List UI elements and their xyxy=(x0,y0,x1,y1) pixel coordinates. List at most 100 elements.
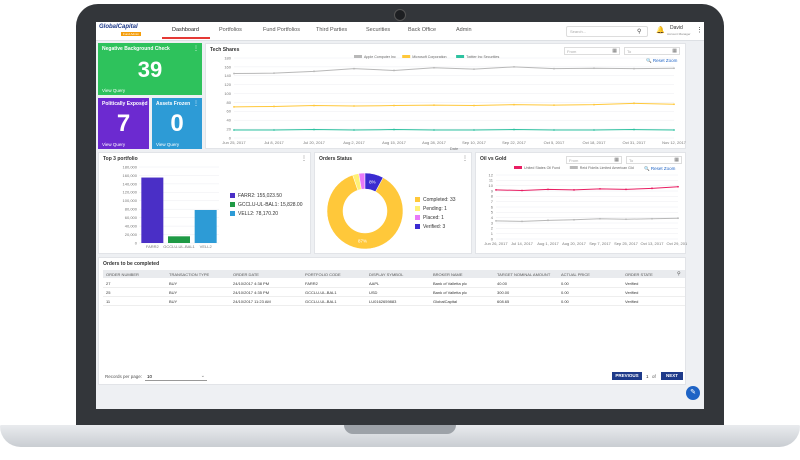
cell: 0.00 xyxy=(561,299,569,304)
page-number[interactable]: 1 xyxy=(646,374,649,379)
more-icon[interactable]: ⋮ xyxy=(462,156,468,162)
search-icon[interactable]: ⚲ xyxy=(637,29,642,35)
calendar-icon[interactable]: ▦ xyxy=(612,48,617,54)
data-point xyxy=(233,129,235,131)
more-icon[interactable]: ⋮ xyxy=(193,101,199,107)
tab-back-office[interactable]: Back Office xyxy=(408,27,437,33)
table-row[interactable]: 27 BUY 24/10/2017 4:38 PM FARR2 AAPL Ban… xyxy=(103,279,685,288)
tab-admin[interactable]: Admin xyxy=(456,27,472,33)
reset-zoom-button[interactable]: 🔍 Reset Zoom xyxy=(646,58,678,63)
cell: USD xyxy=(369,290,378,295)
data-point xyxy=(625,188,627,191)
cell: LU0162659883 xyxy=(369,299,397,304)
next-button[interactable]: NEXT xyxy=(661,372,683,380)
legend-label: United States Oil Fund xyxy=(524,166,560,170)
calendar-icon[interactable]: ▦ xyxy=(674,157,679,163)
col-portfolio-code[interactable]: PORTFOLIO CODE xyxy=(305,272,341,277)
orders-card: Orders to be completed ORDER NUMBER TRAN… xyxy=(98,257,686,385)
from-date-input[interactable]: From ▦ xyxy=(564,47,620,55)
search-icon[interactable]: ⚲ xyxy=(677,271,681,277)
series-line xyxy=(233,66,675,75)
tab-securities[interactable]: Securities xyxy=(366,27,391,33)
legend-swatch xyxy=(415,224,420,229)
records-per-page-select[interactable]: 10 ⌄ xyxy=(145,372,207,381)
view-query-link[interactable]: View Query xyxy=(156,142,180,147)
col-display-symbol[interactable]: DISPLAY SYMBOL xyxy=(369,272,404,277)
y-tick-label: 160,000 xyxy=(123,173,138,178)
x-tick-label: Oct 18, 2017 xyxy=(583,140,607,145)
y-tick-label: 0 xyxy=(491,236,494,241)
reset-zoom-button[interactable]: 🔍 Reset Zoom xyxy=(644,166,676,171)
col-actual-price[interactable]: ACTUAL PRICE xyxy=(561,272,590,277)
cell: 0.00 xyxy=(561,281,569,286)
x-tick-label: GCCLU-UL-BAL1 xyxy=(163,244,195,249)
kpi-value: 7 xyxy=(116,110,131,137)
more-icon[interactable]: ⋮ xyxy=(140,101,146,107)
table-row[interactable]: 25 BUY 24/10/2017 4:35 PM GCCLU-UL-BAL1 … xyxy=(103,288,685,297)
to-date-input[interactable]: To ▦ xyxy=(626,156,682,164)
tab-dashboard[interactable]: Dashboard xyxy=(172,27,199,33)
col-order-number[interactable]: ORDER NUMBER xyxy=(106,272,139,277)
card-title: Tech Shares xyxy=(210,47,240,53)
y-tick-label: 9 xyxy=(491,188,494,193)
x-axis-label: Date xyxy=(450,146,459,150)
y-tick-label: 20,000 xyxy=(125,232,138,237)
cell: 24/10/2017 4:38 PM xyxy=(233,281,270,286)
x-tick-label: Jul 14, 2017 xyxy=(511,241,534,246)
calendar-icon[interactable]: ▦ xyxy=(614,157,619,163)
user-name[interactable]: David xyxy=(670,25,683,31)
to-date-input[interactable]: To ▦ xyxy=(624,47,680,55)
bar xyxy=(141,177,164,243)
cell: AAPL xyxy=(369,281,380,286)
tab-third-parties[interactable]: Third Parties xyxy=(316,27,348,33)
col-transaction-type[interactable]: TRANSACTION TYPE xyxy=(169,272,210,277)
y-tick-label: 12 xyxy=(489,172,494,177)
from-placeholder: From xyxy=(567,49,577,54)
cell: 608.65 xyxy=(497,299,510,304)
x-tick-label: Aug 2, 2017 xyxy=(343,140,365,145)
legend-label: VELL2: 78,170.20 xyxy=(238,211,278,217)
tab-portfolios[interactable]: Portfolios xyxy=(219,27,242,33)
search-input[interactable]: Search... ⚲ xyxy=(566,26,648,37)
data-point xyxy=(651,187,653,190)
x-tick-label: FARR2 xyxy=(146,244,160,249)
more-icon[interactable]: ⋮ xyxy=(301,156,307,162)
edit-fab-button[interactable]: ✎ xyxy=(686,386,700,400)
x-tick-label: VELL2 xyxy=(200,244,213,249)
calendar-icon[interactable]: ▦ xyxy=(672,48,677,54)
logo-badge: Fund Admin xyxy=(121,32,142,36)
top3-chart: 0 20,000 40,000 60,000 80,000 100,000 120,000 1… xyxy=(123,164,303,249)
col-broker-name[interactable]: BROKER NAME xyxy=(433,272,463,277)
table-row[interactable]: 11 BUY 24/10/2017 11:23 AM GCCLU-UL-BAL1… xyxy=(103,297,685,306)
series-line xyxy=(495,186,679,191)
cell: FARR2 xyxy=(305,281,318,286)
cell: BUY xyxy=(169,290,178,295)
more-icon[interactable]: ⋮ xyxy=(193,46,199,52)
view-query-link[interactable]: View Query xyxy=(102,142,126,147)
data-point xyxy=(273,105,275,108)
legend-swatch xyxy=(514,166,522,169)
col-order-state[interactable]: ORDER STATE xyxy=(625,272,653,277)
more-menu-icon[interactable]: ⋮ xyxy=(696,27,703,34)
y-tick-label: 8 xyxy=(491,194,494,199)
y-tick-label: 60,000 xyxy=(125,215,138,220)
col-order-date[interactable]: ORDER DATE xyxy=(233,272,259,277)
x-tick-label: Oct 31, 2017 xyxy=(623,140,647,145)
x-tick-label: Sep 7, 2017 xyxy=(589,241,611,246)
previous-button[interactable]: PREVIOUS xyxy=(612,372,642,380)
app-logo[interactable]: GlobalCapital Fund Admin xyxy=(99,24,143,38)
view-query-link[interactable]: View Query xyxy=(102,88,126,93)
legend-swatch xyxy=(230,211,235,216)
top3-portfolio-card: Top 3 portfolio ⋮ 0 20,000 40,000 60,000 80,… xyxy=(98,152,311,254)
from-date-input[interactable]: From ▦ xyxy=(566,156,622,164)
data-point xyxy=(633,128,635,131)
kpi-assets-frozen[interactable]: Assets Frozen ⋮ 0 View Query xyxy=(152,98,202,149)
tab-fund-portfolios[interactable]: Fund Portfolios xyxy=(263,27,300,33)
tech-shares-card: Tech Shares From ▦ To ▦ 🔍 Reset Zoom 0 20 40… xyxy=(205,43,687,150)
kpi-negative-background[interactable]: Negative Background Check ⋮ 39 View Quer… xyxy=(98,43,202,95)
data-point xyxy=(593,103,595,106)
bell-icon[interactable]: 🔔 xyxy=(656,27,665,34)
col-target-nominal[interactable]: TARGET NOMINAL AMOUNT xyxy=(497,272,551,277)
kpi-politically-exposed[interactable]: Politically Exposed ⋮ 7 View Query xyxy=(98,98,149,149)
